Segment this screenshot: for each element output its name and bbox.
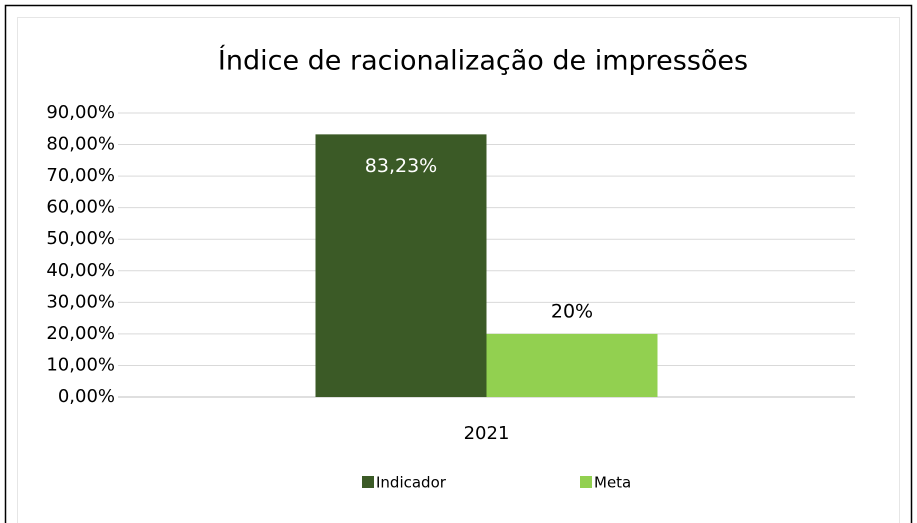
- x-tick-label: 2021: [464, 423, 510, 444]
- legend-label: Meta: [594, 474, 631, 492]
- value-label: 83,23%: [365, 155, 437, 177]
- y-tick-label: 60,00%: [46, 197, 115, 218]
- y-tick-label: 50,00%: [46, 228, 115, 249]
- y-tick-label: 90,00%: [46, 102, 115, 123]
- y-tick-label: 20,00%: [46, 323, 115, 344]
- chart-title: Índice de racionalização de impressões: [218, 45, 748, 77]
- value-label: 20%: [551, 300, 593, 322]
- y-tick-label: 70,00%: [46, 165, 115, 186]
- bar: [315, 134, 487, 398]
- legend-swatch: [362, 476, 374, 488]
- y-tick-label: 0,00%: [58, 386, 115, 407]
- y-tick-label: 40,00%: [46, 260, 115, 281]
- y-tick-label: 30,00%: [46, 291, 115, 312]
- chart-frame: [17, 17, 900, 523]
- outer-frame: [4, 4, 913, 523]
- legend-swatch: [580, 476, 592, 488]
- y-tick-label: 80,00%: [46, 134, 115, 155]
- legend-label: Indicador: [376, 474, 447, 492]
- y-tick-label: 10,00%: [46, 354, 115, 375]
- bar: [486, 333, 658, 397]
